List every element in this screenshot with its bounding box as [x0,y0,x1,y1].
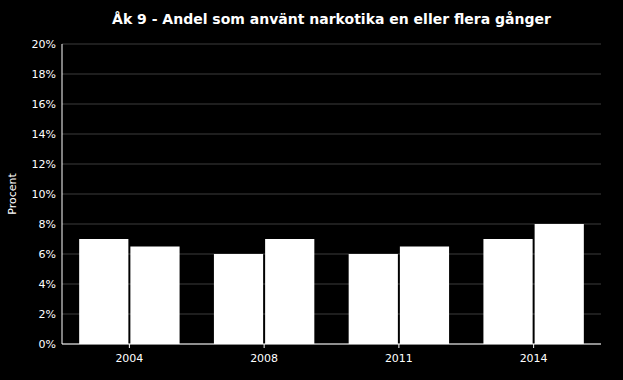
x-tick [398,344,399,348]
grid-line [62,344,601,345]
x-tick-label: 2011 [385,352,413,365]
grid-line [62,74,601,75]
bar [535,224,584,344]
y-axis [62,44,63,344]
y-tick-label: 4% [39,278,56,291]
y-tick-label: 12% [32,158,56,171]
bar [130,247,179,345]
y-tick-label: 10% [32,188,56,201]
grid-line [62,134,601,135]
bar [214,254,263,344]
x-tick [264,344,265,348]
chart: Åk 9 - Andel som använt narkotika en ell… [0,0,623,380]
grid-line [62,164,601,165]
y-tick-label: 2% [39,308,56,321]
x-tick-label: 2014 [520,352,548,365]
y-tick-label: 16% [32,98,56,111]
bar [483,239,532,344]
bars [79,224,584,344]
grid-line [62,194,601,195]
y-axis-label: Procent [6,173,19,215]
bar [265,239,314,344]
title: Åk 9 - Andel som använt narkotika en ell… [112,11,551,27]
y-tick-label: 6% [39,248,56,261]
bar [349,254,398,344]
x-axis [62,344,601,345]
background [0,0,623,380]
x-tick [533,344,534,348]
grid-line [62,104,601,105]
grid-line [62,44,601,45]
x-tick [129,344,130,348]
bar [79,239,128,344]
bar [400,247,449,345]
y-tick-label: 14% [32,128,56,141]
y-tick-label: 0% [39,338,56,351]
grid-line [62,224,601,225]
x-tick-label: 2004 [115,352,143,365]
y-tick-label: 18% [32,68,56,81]
y-tick-label: 20% [32,38,56,51]
x-tick-label: 2008 [250,352,278,365]
y-tick-label: 8% [39,218,56,231]
